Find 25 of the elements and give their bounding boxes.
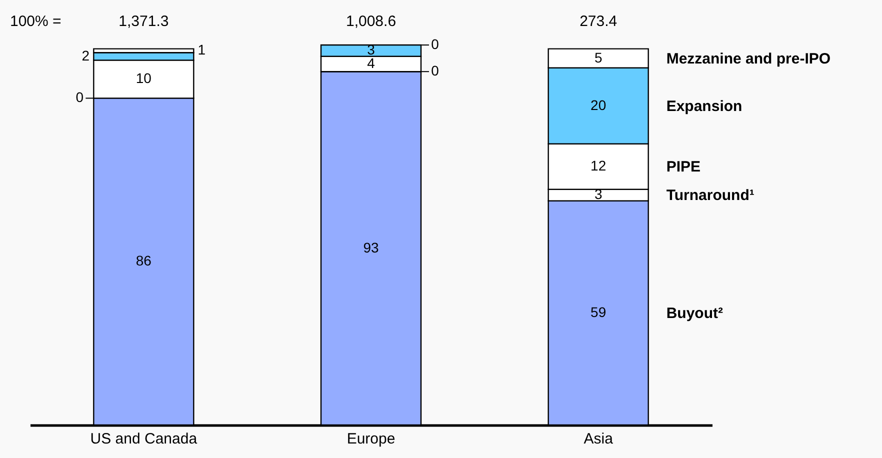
series-label: Buyout² <box>666 304 723 322</box>
x-tick-label: Asia <box>584 430 614 448</box>
series-label: Turnaround¹ <box>666 187 754 204</box>
data-label: 93 <box>363 239 379 256</box>
text: 1,008.6 <box>346 13 396 30</box>
annotation: 0 <box>431 36 440 52</box>
annotation: 0 <box>76 89 84 106</box>
data-label: 59 <box>590 304 606 320</box>
text: 1,371.3 <box>118 13 169 30</box>
data-label: 86 <box>136 252 152 269</box>
data-label: 20 <box>590 96 606 113</box>
data-label: 5 <box>594 49 602 66</box>
text: 100% = <box>10 13 62 30</box>
data-label: 4 <box>367 55 376 71</box>
data-label: 1 <box>198 42 206 58</box>
annotation: 0 <box>431 62 440 79</box>
x-tick-label: Europe <box>346 430 396 448</box>
data-label: 12 <box>590 158 606 174</box>
data-label: 2 <box>82 47 90 64</box>
data-label: 10 <box>136 70 152 86</box>
text: 273.4 <box>580 13 618 30</box>
series-label: PIPE <box>666 158 701 176</box>
series-label: Expansion <box>666 98 742 115</box>
x-tick-label: US and Canada <box>90 430 198 448</box>
series-label: Mezzanine and pre-IPO <box>666 50 831 68</box>
